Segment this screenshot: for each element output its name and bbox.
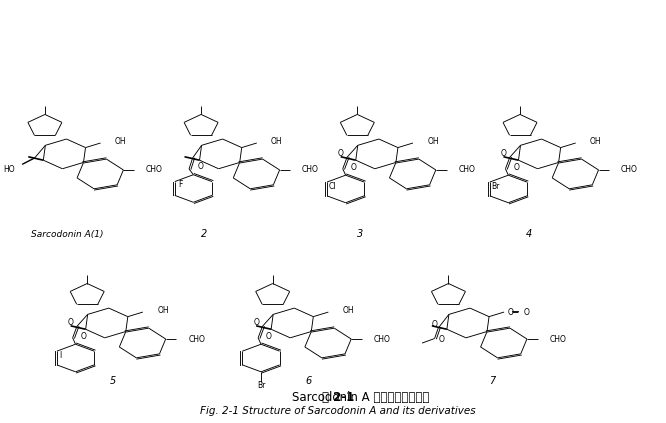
Text: Fig. 2-1 Structure of Sarcodonin A and its derivatives: Fig. 2-1 Structure of Sarcodonin A and i… — [200, 406, 476, 416]
Text: CHO: CHO — [374, 335, 390, 343]
Text: Sarcodonin A(1): Sarcodonin A(1) — [31, 230, 104, 239]
Text: CHO: CHO — [458, 165, 475, 174]
Text: O: O — [508, 308, 514, 316]
Text: O: O — [198, 162, 204, 171]
Text: Br: Br — [257, 381, 265, 390]
Text: 3: 3 — [358, 229, 364, 239]
Text: O: O — [266, 332, 272, 341]
Text: O: O — [501, 148, 507, 158]
Text: OH: OH — [590, 137, 601, 146]
Text: 4: 4 — [525, 229, 531, 239]
Text: CHO: CHO — [621, 165, 638, 174]
Text: Sarcodonin A 及其衍生物的结构: Sarcodonin A 及其衍生物的结构 — [246, 391, 429, 404]
Text: O: O — [350, 162, 356, 172]
Text: CHO: CHO — [549, 335, 566, 343]
Text: 7: 7 — [489, 376, 495, 386]
Text: HO: HO — [3, 165, 15, 174]
Text: O: O — [338, 148, 344, 158]
Text: OH: OH — [157, 306, 168, 315]
Text: 6: 6 — [306, 376, 312, 386]
Text: O: O — [81, 332, 87, 341]
Text: 2: 2 — [201, 229, 208, 239]
Text: O: O — [523, 308, 529, 316]
Text: O: O — [513, 162, 519, 172]
Text: 5: 5 — [110, 376, 117, 386]
Text: OH: OH — [271, 137, 282, 146]
Text: Br: Br — [492, 182, 500, 191]
Text: CHO: CHO — [146, 165, 163, 174]
Text: 图 2-1: 图 2-1 — [322, 391, 354, 404]
Text: CHO: CHO — [302, 165, 319, 174]
Text: CHO: CHO — [188, 335, 205, 343]
Text: O: O — [438, 335, 444, 344]
Text: F: F — [178, 181, 182, 190]
Text: OH: OH — [115, 137, 127, 146]
Text: O: O — [68, 318, 74, 327]
Text: I: I — [59, 351, 61, 360]
Text: O: O — [253, 318, 259, 327]
Text: O: O — [432, 320, 438, 330]
Text: OH: OH — [428, 137, 439, 146]
Text: OH: OH — [343, 306, 354, 315]
Text: Cl: Cl — [329, 182, 336, 191]
